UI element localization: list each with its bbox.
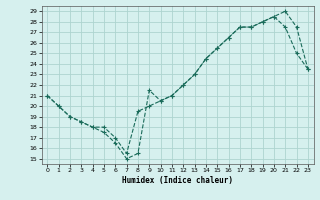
X-axis label: Humidex (Indice chaleur): Humidex (Indice chaleur) (122, 176, 233, 185)
